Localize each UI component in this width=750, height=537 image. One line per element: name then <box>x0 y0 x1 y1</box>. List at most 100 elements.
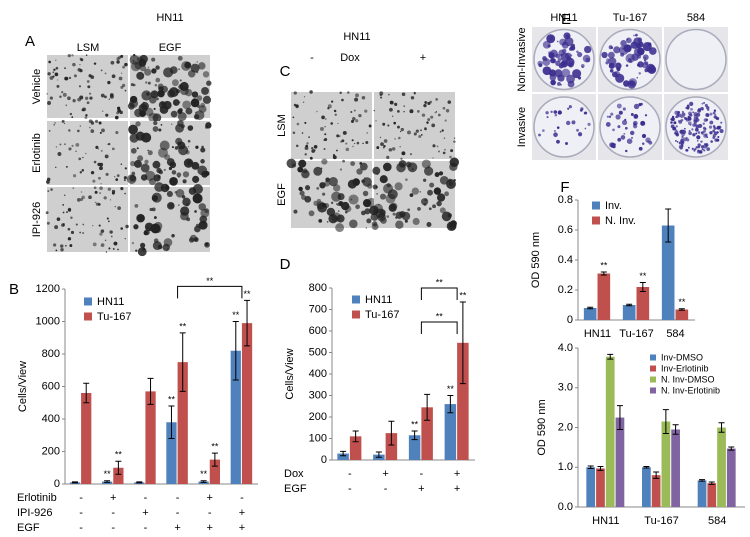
cell-speck <box>45 211 49 215</box>
cell-speck <box>187 125 194 131</box>
colony <box>571 120 576 125</box>
cell-speck <box>293 91 297 95</box>
cell-speck <box>196 95 203 101</box>
cell-speck <box>387 124 390 127</box>
cell-speck <box>101 128 105 133</box>
cell-speck <box>337 122 339 125</box>
cell-speck <box>427 165 430 168</box>
colony <box>714 113 717 116</box>
colony <box>697 109 701 113</box>
cell-speck <box>356 168 363 175</box>
cell-speck <box>200 159 205 164</box>
cell-speck <box>453 140 456 143</box>
colony <box>713 126 717 130</box>
cell-speck <box>63 194 66 197</box>
bar <box>349 436 362 460</box>
cell-speck <box>391 147 396 151</box>
cell-speck <box>382 146 385 149</box>
colony <box>684 127 686 130</box>
cell-speck <box>121 83 126 88</box>
cell-speck <box>108 98 110 100</box>
cell-speck <box>174 103 177 106</box>
bar <box>636 287 650 320</box>
cell-speck <box>379 193 387 200</box>
cell-speck <box>442 151 446 155</box>
cell-speck <box>407 162 418 173</box>
colony <box>625 149 628 153</box>
colony <box>550 57 556 64</box>
colony <box>618 110 623 115</box>
cell-speck <box>439 130 442 133</box>
cell-speck <box>95 202 100 206</box>
colony <box>625 37 632 44</box>
cell-speck <box>136 71 145 80</box>
colony <box>689 101 694 106</box>
bar <box>408 435 421 460</box>
cell-speck <box>304 121 307 124</box>
cell-speck <box>158 169 164 175</box>
cell-speck <box>334 113 337 116</box>
colony <box>608 115 612 118</box>
cell-speck <box>348 194 359 205</box>
colony <box>624 126 628 130</box>
colony <box>678 120 680 122</box>
cell-speck <box>75 223 78 226</box>
cell-speck <box>154 182 164 192</box>
colony <box>582 54 591 63</box>
cell-speck <box>435 97 439 101</box>
cell-speck <box>387 189 398 200</box>
cell-speck <box>169 161 177 169</box>
cell-speck <box>62 211 65 214</box>
colony <box>556 40 559 43</box>
y-tick-label: 200 <box>42 445 60 457</box>
cell-speck <box>339 91 342 95</box>
colony <box>675 114 679 118</box>
cell-speck <box>80 198 84 201</box>
colony <box>538 133 541 137</box>
bar <box>241 323 253 484</box>
cell-speck <box>93 186 97 190</box>
cell-speck <box>187 69 196 78</box>
colony <box>553 110 558 114</box>
colony <box>605 61 609 65</box>
condition-value: + <box>454 483 460 495</box>
cell-speck <box>54 225 59 230</box>
y-axis-title: Cells/View <box>284 348 296 399</box>
cell-speck <box>293 209 298 214</box>
legend-label: HN11 <box>365 294 392 306</box>
cell-speck <box>117 248 119 251</box>
cell-speck <box>442 106 446 110</box>
cell-speck <box>60 248 64 252</box>
colony <box>644 68 649 73</box>
error-bar <box>639 282 646 292</box>
y-tick-label: 0 <box>567 314 573 326</box>
significance-label: ** <box>200 469 208 479</box>
colony <box>577 52 583 58</box>
cell-speck <box>298 159 307 168</box>
bar <box>615 417 625 507</box>
cell-speck <box>176 172 182 178</box>
cell-speck <box>320 126 324 131</box>
colony <box>701 148 704 151</box>
cell-speck <box>417 110 420 113</box>
cell-speck <box>322 192 326 196</box>
cell-speck <box>400 127 404 132</box>
cell-speck <box>55 146 58 148</box>
cell-speck <box>200 102 206 108</box>
colony <box>685 148 689 152</box>
cell-speck <box>361 179 365 183</box>
bar <box>651 475 661 507</box>
cell-speck <box>427 101 431 106</box>
cell-speck <box>292 116 295 119</box>
colony <box>697 131 701 134</box>
cell-speck <box>132 83 136 87</box>
colony <box>542 66 552 76</box>
cell-speck <box>60 244 64 248</box>
cell-speck <box>124 62 128 67</box>
colony <box>679 130 684 134</box>
cell-speck <box>178 101 181 104</box>
cell-speck <box>409 153 413 156</box>
cell-speck <box>309 156 313 160</box>
cell-speck <box>134 62 142 70</box>
colony <box>625 53 635 63</box>
